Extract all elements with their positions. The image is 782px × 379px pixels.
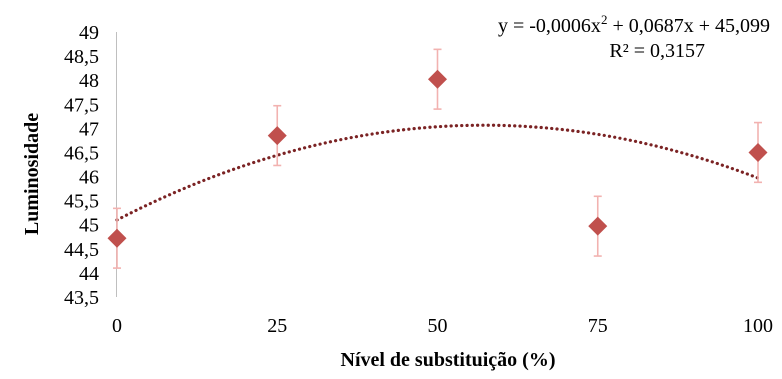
y-tick-label: 46,5 <box>64 142 99 164</box>
trendline-path <box>115 123 760 222</box>
x-tick-labels: 0 25 50 75 100 <box>112 315 773 337</box>
x-axis-title: Nível de substituição (%) <box>341 349 556 371</box>
y-tick-label: 44,5 <box>64 239 99 261</box>
data-point-diamond <box>748 142 768 162</box>
x-tick-label: 75 <box>588 315 608 337</box>
data-point-diamond <box>107 228 127 248</box>
r-squared: R² = 0,3157 <box>609 40 705 62</box>
y-tick-label: 45,5 <box>64 191 99 213</box>
equation-prefix: y = -0,0006x <box>498 15 601 37</box>
trendline-equation: y = -0,0006x2 + 0,0687x + 45,099 <box>498 12 770 37</box>
y-axis-title: Luminosidade <box>21 113 43 235</box>
data-point-diamond <box>588 216 608 236</box>
x-tick-label: 100 <box>743 315 773 337</box>
data-point-diamond <box>267 126 287 146</box>
y-tick-label: 48,5 <box>64 46 99 68</box>
x-tick-label: 25 <box>267 315 287 337</box>
data-points <box>107 69 768 248</box>
equation-suffix: + 0,0687x + 45,099 <box>607 15 770 37</box>
y-tick-label: 44 <box>79 263 99 285</box>
y-tick-label: 46 <box>79 167 99 189</box>
x-tick-label: 0 <box>112 315 122 337</box>
y-tick-label: 45 <box>79 215 99 237</box>
equation-superscript: 2 <box>601 12 608 27</box>
data-point-diamond <box>428 69 447 89</box>
x-tick-label: 50 <box>428 315 448 337</box>
trendline <box>115 123 760 222</box>
y-tick-label: 43,5 <box>64 287 99 309</box>
y-tick-label: 48 <box>79 70 99 92</box>
y-tick-label: 47,5 <box>64 94 99 116</box>
y-tick-label: 49 <box>79 22 99 44</box>
y-tick-label: 47 <box>79 118 99 140</box>
